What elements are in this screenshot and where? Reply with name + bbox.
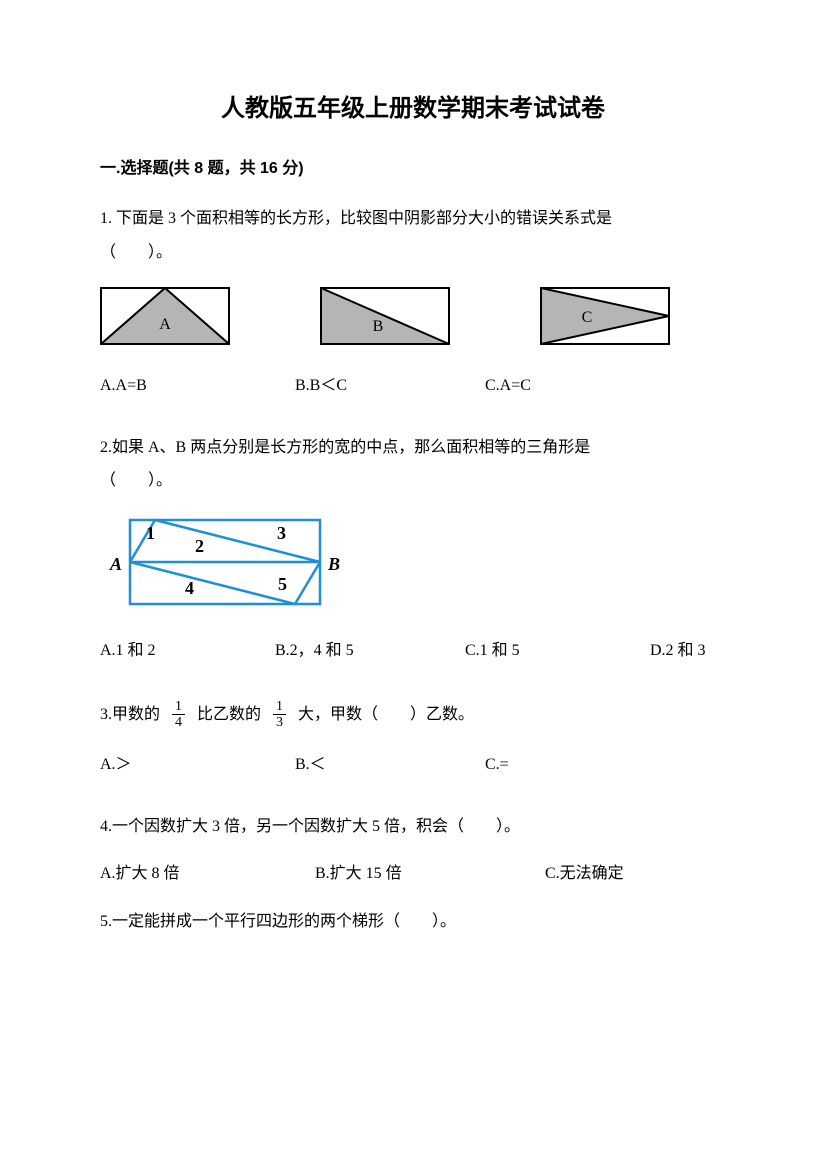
q2-line2: （ ）。 (100, 464, 726, 498)
q2-opt-b: B.2，4 和 5 (275, 638, 465, 664)
q1-opt-c: C.A=C (485, 373, 685, 399)
q3-opt-c: C.= (485, 752, 685, 778)
q2-line1: 2.如果 A、B 两点分别是长方形的宽的中点，那么面积相等的三角形是 (100, 431, 726, 465)
svg-text:5: 5 (278, 574, 287, 594)
q2-opt-c: C.1 和 5 (465, 638, 650, 664)
q4-opt-c: C.无法确定 (545, 861, 624, 887)
q4-options: A.扩大 8 倍 B.扩大 15 倍 C.无法确定 (100, 861, 726, 887)
q4-opt-b: B.扩大 15 倍 (315, 861, 545, 887)
exam-title: 人教版五年级上册数学期末考试试卷 (100, 90, 726, 128)
svg-text:B: B (373, 318, 384, 335)
q1-opt-b: B.B＜C (295, 373, 485, 399)
question-4: 4.一个因数扩大 3 倍，另一个因数扩大 5 倍，积会（ ）。 (100, 810, 726, 844)
svg-text:3: 3 (277, 523, 286, 543)
q1-figures: A B C (100, 287, 726, 345)
question-2: 2.如果 A、B 两点分别是长方形的宽的中点，那么面积相等的三角形是 （ ）。 (100, 431, 726, 498)
q3-post: 大，甲数（ ）乙数。 (298, 696, 474, 734)
q3-opt-a: A.＞ (100, 752, 295, 778)
q1-opt-a: A.A=B (100, 373, 295, 399)
q3-frac2: 1 3 (273, 699, 286, 731)
q2-svg: 1 2 3 4 5 A B (100, 516, 350, 612)
q1-options: A.A=B B.B＜C C.A=C (100, 373, 726, 399)
svg-text:A: A (109, 554, 122, 574)
q1-fig-a: A (100, 287, 230, 345)
question-3: 3.甲数的 1 4 比乙数的 1 3 大，甲数（ ）乙数。 (100, 696, 726, 734)
question-1: 1. 下面是 3 个面积相等的长方形，比较图中阴影部分大小的错误关系式是 （ ）… (100, 202, 726, 269)
q3-opt-b: B.＜ (295, 752, 485, 778)
svg-text:C: C (582, 309, 593, 326)
q3-mid: 比乙数的 (197, 696, 261, 734)
q3-frac1: 1 4 (172, 699, 185, 731)
q1-fig-b: B (320, 287, 450, 345)
q3-pre: 3.甲数的 (100, 696, 160, 734)
svg-text:A: A (159, 316, 171, 333)
svg-text:2: 2 (195, 536, 204, 556)
q1-line2: （ ）。 (100, 236, 726, 270)
section-header: 一.选择题(共 8 题，共 16 分) (100, 156, 726, 182)
question-5: 5.一定能拼成一个平行四边形的两个梯形（ ）。 (100, 905, 726, 939)
q1-fig-c: C (540, 287, 670, 345)
q2-opt-d: D.2 和 3 (650, 638, 706, 664)
svg-text:B: B (327, 554, 340, 574)
q1-line1: 1. 下面是 3 个面积相等的长方形，比较图中阴影部分大小的错误关系式是 (100, 202, 726, 236)
q2-figure: 1 2 3 4 5 A B (100, 516, 726, 612)
q2-opt-a: A.1 和 2 (100, 638, 275, 664)
q4-opt-a: A.扩大 8 倍 (100, 861, 315, 887)
svg-text:4: 4 (185, 578, 194, 598)
svg-text:1: 1 (146, 523, 155, 543)
q3-options: A.＞ B.＜ C.= (100, 752, 726, 778)
q2-options: A.1 和 2 B.2，4 和 5 C.1 和 5 D.2 和 3 (100, 638, 726, 664)
